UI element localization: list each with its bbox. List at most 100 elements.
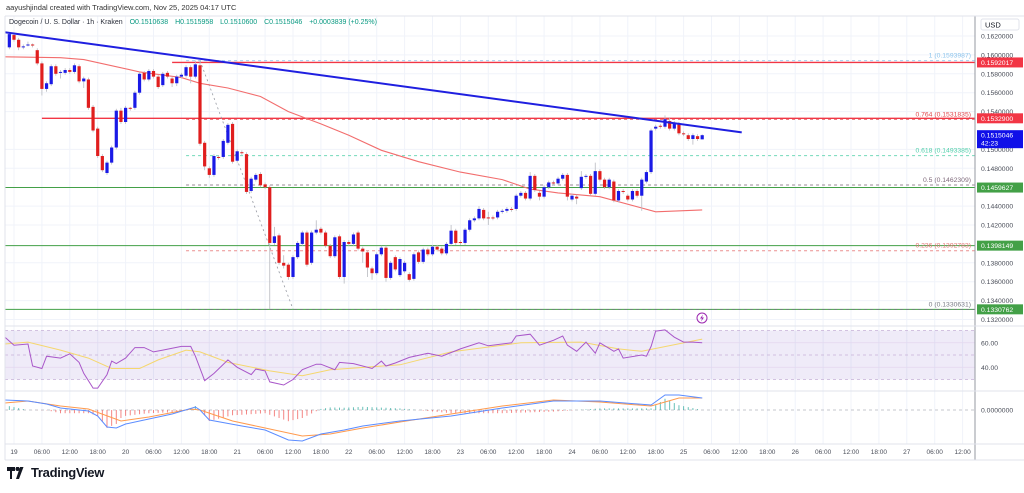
time-axis-label: 06:00 xyxy=(703,449,720,456)
time-axis-label: 18:00 xyxy=(648,449,665,456)
candle-body xyxy=(49,66,53,85)
candle-body xyxy=(486,217,490,219)
candle-body xyxy=(226,124,230,143)
time-axis-label: 23 xyxy=(457,449,465,456)
macd-axis-tick: 0.0000000 xyxy=(981,408,1013,415)
time-axis-label: 12:00 xyxy=(173,449,190,456)
candle-body xyxy=(189,67,193,77)
candle-body xyxy=(379,247,383,255)
candle-body xyxy=(496,211,500,218)
candle-body xyxy=(607,179,611,188)
candle-body xyxy=(691,135,695,140)
candle-body xyxy=(412,254,416,279)
rsi-ma-line xyxy=(4,338,703,377)
candle-body xyxy=(323,232,328,246)
time-axis-label: 06:00 xyxy=(145,449,162,456)
descending-trendline xyxy=(4,31,742,134)
price-axis[interactable]: 0.1620000 0.1600000 0.1580000 0.1560000 0.15… xyxy=(977,18,1023,415)
candle-body xyxy=(649,130,653,173)
high-value: H0.1515958 xyxy=(175,19,214,26)
candle-body xyxy=(463,229,467,243)
fibonacci-retracement[interactable]: 1 (0.1593987) 0.764 (0.1531835) 0.618 (0.1… xyxy=(186,53,975,310)
rsi-axis-tick: 40.00 xyxy=(981,365,998,372)
currency-label-box[interactable] xyxy=(980,18,1020,31)
candle-body xyxy=(403,262,407,272)
candle-body xyxy=(393,257,397,270)
price-axis-tick: 0.1560000 xyxy=(981,90,1013,97)
currency-label: USD xyxy=(985,21,1001,30)
fib-level-label: 0.236 (0.1392783) xyxy=(915,243,971,250)
flash-icon[interactable] xyxy=(696,312,708,324)
candle-body xyxy=(305,232,309,265)
candle-body xyxy=(151,70,156,77)
candle-body xyxy=(230,123,235,162)
time-axis-label: 18:00 xyxy=(313,449,330,456)
price-axis-tick: 0.1380000 xyxy=(981,260,1013,267)
time-axis-label: 06:00 xyxy=(815,449,832,456)
candle-body xyxy=(444,243,449,254)
trendline[interactable] xyxy=(4,31,742,134)
candle-body xyxy=(35,50,39,64)
rsi-axis-tick: 60.00 xyxy=(981,340,998,347)
candles xyxy=(7,32,704,310)
candle-body xyxy=(389,262,393,278)
price-label: 0.1592017 xyxy=(981,60,1013,67)
candle-body xyxy=(621,190,625,192)
price-axis-tick: 0.1420000 xyxy=(981,223,1013,230)
time-axis-label: 06:00 xyxy=(34,449,51,456)
price-label: 0.1459627 xyxy=(981,185,1013,192)
candle-body xyxy=(458,242,462,244)
candle-body xyxy=(72,65,77,72)
candle-body xyxy=(54,66,58,74)
candle-body xyxy=(351,234,356,244)
price-chart[interactable]: 1 (0.1593987) 0.764 (0.1531835) 0.618 (0.1… xyxy=(0,0,1024,462)
candle-body xyxy=(40,63,44,89)
price-label-box xyxy=(977,57,1023,68)
candle-body xyxy=(361,248,365,252)
candle-body xyxy=(268,187,272,243)
candle-body xyxy=(602,179,607,188)
fib-level-label: 1 (0.1593987) xyxy=(929,53,971,60)
time-axis-label: 22 xyxy=(345,449,353,456)
candle-body xyxy=(207,168,211,175)
candle-body xyxy=(165,72,170,77)
candle-body xyxy=(100,156,104,171)
candle-body xyxy=(370,268,374,274)
candle-body xyxy=(82,78,86,82)
chart-attribution: aayushjindal created with TradingView.co… xyxy=(6,3,237,12)
candle-body xyxy=(365,252,369,268)
time-axis-label: 06:00 xyxy=(480,449,497,456)
candle-body xyxy=(695,136,700,140)
time-axis[interactable]: 19 06:00 12:00 18:00 20 06:00 12:00 18:00 21 06:0… xyxy=(10,449,971,456)
candle-body xyxy=(454,230,458,243)
candle-body xyxy=(254,174,258,180)
candle-body xyxy=(528,175,532,199)
candle-body xyxy=(114,110,118,148)
candle-body xyxy=(235,151,239,161)
candle-body xyxy=(472,218,476,221)
candle-body xyxy=(212,156,216,175)
candle-body xyxy=(26,44,30,46)
price-label-box xyxy=(977,113,1023,124)
candle-body xyxy=(440,248,444,254)
change-value: +0.0003839 (+0.25%) xyxy=(309,19,377,26)
candle-body xyxy=(519,192,523,196)
candle-body xyxy=(672,122,676,129)
candle-body xyxy=(286,264,290,277)
candle-body xyxy=(537,192,542,197)
candle-body xyxy=(565,174,569,197)
tradingview-logo[interactable]: TradingView xyxy=(7,465,104,480)
logo-text: TradingView xyxy=(31,465,105,480)
candle-body xyxy=(170,78,174,84)
symbol-legend: Dogecoin / U. S. Dollar · 1h · Kraken O0… xyxy=(9,19,377,26)
candle-body xyxy=(342,242,346,277)
candle-body xyxy=(198,65,202,144)
candle-body xyxy=(589,175,593,194)
price-axis-tick: 0.1360000 xyxy=(981,279,1013,286)
candle-body xyxy=(416,252,421,262)
candle-body xyxy=(44,83,49,89)
price-label: 0.1532900 xyxy=(981,116,1013,123)
candle-body xyxy=(612,181,616,201)
candle-body xyxy=(110,147,114,163)
candle-body xyxy=(282,262,286,266)
